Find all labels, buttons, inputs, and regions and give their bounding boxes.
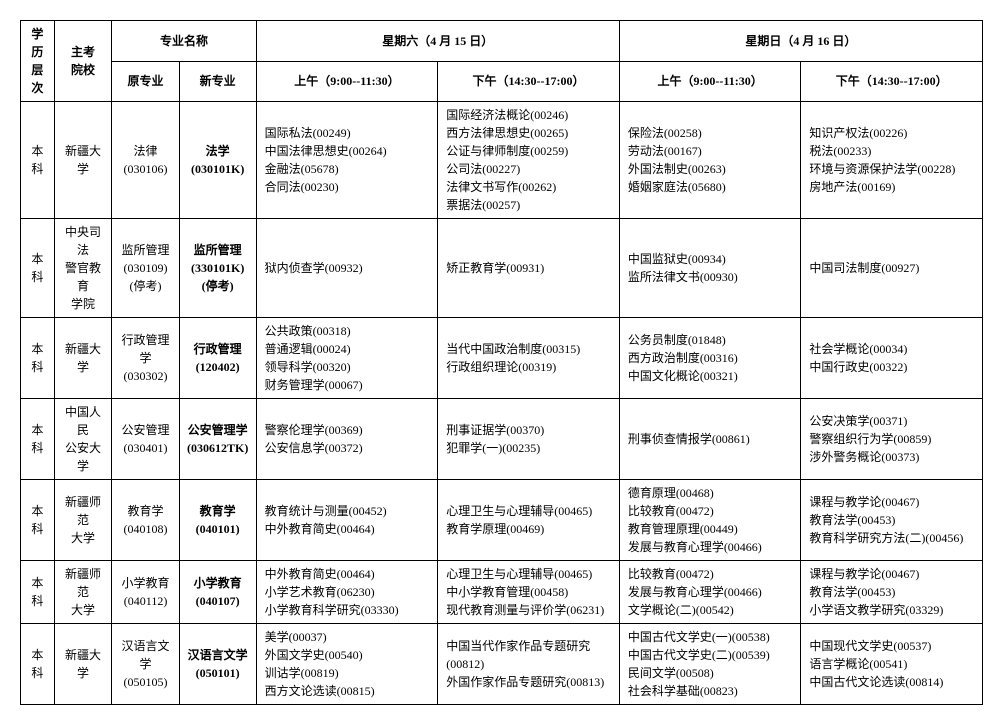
cell-sat-am: 公共政策(00318)普通逻辑(00024)领导科学(00320)财务管理学(0…	[256, 318, 438, 399]
cell-sun-am: 中国古代文学史(一)(00538)中国古代文学史(二)(00539)民间文学(0…	[619, 624, 801, 705]
cell-old-major: 公安管理(030401)	[112, 399, 179, 480]
cell-level: 本科	[21, 102, 55, 219]
cell-sun-am: 公务员制度(01848)西方政治制度(00316)中国文化概论(00321)	[619, 318, 801, 399]
table-row: 本科新疆大学汉语言文学(050105)汉语言文学(050101)美学(00037…	[21, 624, 983, 705]
cell-sat-am: 警察伦理学(00369)公安信息学(00372)	[256, 399, 438, 480]
header-new-major: 新专业	[179, 61, 256, 102]
cell-new-major: 法学(030101K)	[179, 102, 256, 219]
cell-sat-pm: 刑事证据学(00370)犯罪学(一)(00235)	[438, 399, 620, 480]
header-major-name: 专业名称	[112, 21, 256, 62]
header-old-major: 原专业	[112, 61, 179, 102]
cell-new-major: 监所管理(330101K)(停考)	[179, 219, 256, 318]
cell-sun-am: 中国监狱史(00934)监所法律文书(00930)	[619, 219, 801, 318]
cell-sun-am: 德育原理(00468)比较教育(00472)教育管理原理(00449)发展与教育…	[619, 480, 801, 561]
header-sunday: 星期日（4 月 16 日）	[619, 21, 982, 62]
cell-level: 本科	[21, 561, 55, 624]
cell-old-major: 监所管理(030109)(停考)	[112, 219, 179, 318]
cell-school: 中国人民公安大学	[54, 399, 112, 480]
header-saturday: 星期六（4 月 15 日）	[256, 21, 619, 62]
cell-sat-pm: 矫正教育学(00931)	[438, 219, 620, 318]
cell-sun-am: 保险法(00258)劳动法(00167)外国法制史(00263)婚姻家庭法(05…	[619, 102, 801, 219]
cell-school: 新疆大学	[54, 318, 112, 399]
header-level: 学历层次	[21, 21, 55, 102]
table-row: 本科新疆大学行政管理学(030302)行政管理(120402)公共政策(0031…	[21, 318, 983, 399]
cell-sun-pm: 知识产权法(00226)税法(00233)环境与资源保护法学(00228)房地产…	[801, 102, 983, 219]
cell-old-major: 汉语言文学(050105)	[112, 624, 179, 705]
cell-new-major: 汉语言文学(050101)	[179, 624, 256, 705]
header-sat-am: 上午（9:00--11:30）	[256, 61, 438, 102]
cell-sun-am: 刑事侦查情报学(00861)	[619, 399, 801, 480]
cell-sat-am: 教育统计与测量(00452)中外教育简史(00464)	[256, 480, 438, 561]
cell-sat-pm: 中国当代作家作品专题研究(00812)外国作家作品专题研究(00813)	[438, 624, 620, 705]
cell-sun-pm: 课程与教学论(00467)教育法学(00453)教育科学研究方法(二)(0045…	[801, 480, 983, 561]
table-row: 本科新疆师范大学小学教育(040112)小学教育(040107)中外教育简史(0…	[21, 561, 983, 624]
cell-school: 新疆大学	[54, 624, 112, 705]
cell-sat-pm: 国际经济法概论(00246)西方法律思想史(00265)公证与律师制度(0025…	[438, 102, 620, 219]
table-body: 本科新疆大学法律(030106)法学(030101K)国际私法(00249)中国…	[21, 102, 983, 705]
cell-sat-am: 中外教育简史(00464)小学艺术教育(06230)小学教育科学研究(03330…	[256, 561, 438, 624]
cell-level: 本科	[21, 480, 55, 561]
cell-sat-am: 美学(00037)外国文学史(00540)训诂学(00819)西方文论选读(00…	[256, 624, 438, 705]
cell-level: 本科	[21, 318, 55, 399]
header-sun-am: 上午（9:00--11:30）	[619, 61, 801, 102]
cell-old-major: 行政管理学(030302)	[112, 318, 179, 399]
table-row: 本科新疆大学法律(030106)法学(030101K)国际私法(00249)中国…	[21, 102, 983, 219]
header-sun-pm: 下午（14:30--17:00）	[801, 61, 983, 102]
header-sat-pm: 下午（14:30--17:00）	[438, 61, 620, 102]
cell-sun-am: 比较教育(00472)发展与教育心理学(00466)文学概论(二)(00542)	[619, 561, 801, 624]
cell-sun-pm: 社会学概论(00034)中国行政史(00322)	[801, 318, 983, 399]
cell-sun-pm: 公安决策学(00371)警察组织行为学(00859)涉外警务概论(00373)	[801, 399, 983, 480]
cell-sat-pm: 心理卫生与心理辅导(00465)教育学原理(00469)	[438, 480, 620, 561]
header-school: 主考院校	[54, 21, 112, 102]
cell-sun-pm: 课程与教学论(00467)教育法学(00453)小学语文教学研究(03329)	[801, 561, 983, 624]
cell-school: 新疆师范大学	[54, 480, 112, 561]
cell-level: 本科	[21, 624, 55, 705]
exam-schedule-table: 学历层次 主考院校 专业名称 星期六（4 月 15 日） 星期日（4 月 16 …	[20, 20, 983, 705]
table-row: 本科中国人民公安大学公安管理(030401)公安管理学(030612TK)警察伦…	[21, 399, 983, 480]
cell-school: 中央司法警官教育学院	[54, 219, 112, 318]
table-row: 本科新疆师范大学教育学(040108)教育学(040101)教育统计与测量(00…	[21, 480, 983, 561]
cell-school: 新疆大学	[54, 102, 112, 219]
cell-new-major: 行政管理(120402)	[179, 318, 256, 399]
cell-sun-pm: 中国司法制度(00927)	[801, 219, 983, 318]
cell-sat-pm: 当代中国政治制度(00315)行政组织理论(00319)	[438, 318, 620, 399]
cell-level: 本科	[21, 399, 55, 480]
cell-school: 新疆师范大学	[54, 561, 112, 624]
cell-old-major: 法律(030106)	[112, 102, 179, 219]
cell-level: 本科	[21, 219, 55, 318]
cell-new-major: 教育学(040101)	[179, 480, 256, 561]
cell-new-major: 小学教育(040107)	[179, 561, 256, 624]
cell-old-major: 小学教育(040112)	[112, 561, 179, 624]
cell-sat-pm: 心理卫生与心理辅导(00465)中小学教育管理(00458)现代教育测量与评价学…	[438, 561, 620, 624]
cell-new-major: 公安管理学(030612TK)	[179, 399, 256, 480]
table-header: 学历层次 主考院校 专业名称 星期六（4 月 15 日） 星期日（4 月 16 …	[21, 21, 983, 102]
cell-old-major: 教育学(040108)	[112, 480, 179, 561]
table-row: 本科中央司法警官教育学院监所管理(030109)(停考)监所管理(330101K…	[21, 219, 983, 318]
cell-sat-am: 狱内侦查学(00932)	[256, 219, 438, 318]
cell-sat-am: 国际私法(00249)中国法律思想史(00264)金融法(05678)合同法(0…	[256, 102, 438, 219]
cell-sun-pm: 中国现代文学史(00537)语言学概论(00541)中国古代文论选读(00814…	[801, 624, 983, 705]
